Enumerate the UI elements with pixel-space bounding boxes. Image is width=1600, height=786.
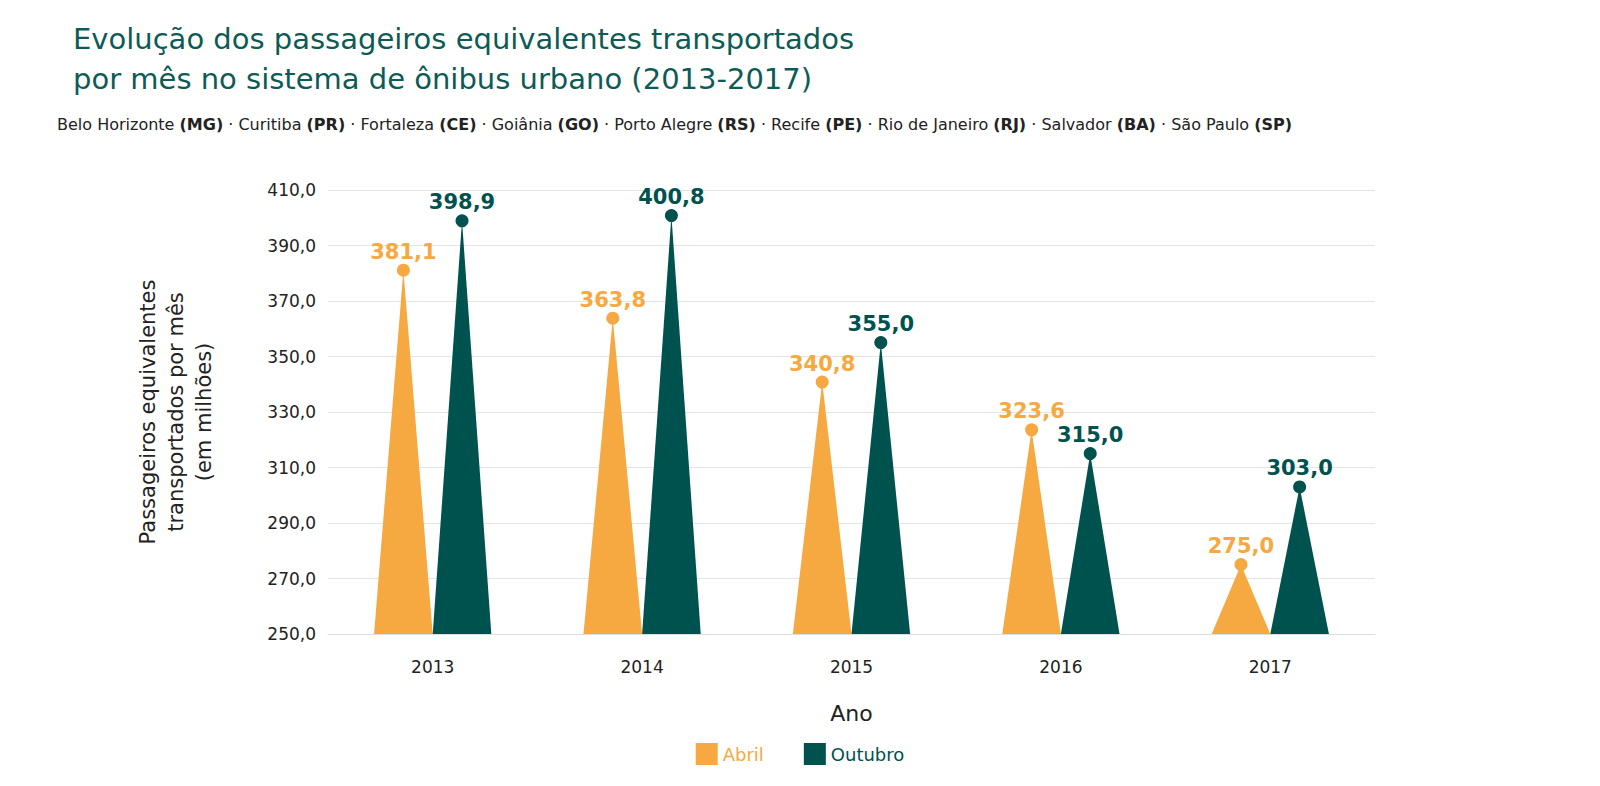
svg-text:Passageiros equivalentes: Passageiros equivalentes xyxy=(136,280,160,545)
svg-text:(SP): (SP) xyxy=(1254,115,1292,134)
svg-text:· São Paulo: · São Paulo xyxy=(1156,115,1254,134)
svg-text:Evolução dos passageiros equiv: Evolução dos passageiros equivalentes tr… xyxy=(73,22,854,56)
svg-text:(BA): (BA) xyxy=(1117,115,1156,134)
svg-text:· Porto Alegre: · Porto Alegre xyxy=(599,115,717,134)
svg-text:· Rio de Janeiro: · Rio de Janeiro xyxy=(862,115,993,134)
svg-text:2013: 2013 xyxy=(411,657,454,677)
svg-text:· Fortaleza: · Fortaleza xyxy=(345,115,439,134)
svg-text:· Salvador: · Salvador xyxy=(1026,115,1117,134)
svg-text:(RJ): (RJ) xyxy=(993,115,1026,134)
svg-text:(em milhões): (em milhões) xyxy=(192,343,216,482)
svg-text:· Goiânia: · Goiânia xyxy=(476,115,557,134)
svg-text:2015: 2015 xyxy=(830,657,873,677)
svg-text:410,0: 410,0 xyxy=(267,180,316,200)
svg-text:por mês no sistema de ônibus u: por mês no sistema de ônibus urbano (201… xyxy=(73,62,812,96)
svg-text:(CE): (CE) xyxy=(439,115,476,134)
svg-text:350,0: 350,0 xyxy=(267,347,316,367)
svg-text:303,0: 303,0 xyxy=(1266,456,1332,480)
svg-text:363,8: 363,8 xyxy=(580,288,646,312)
svg-text:323,6: 323,6 xyxy=(998,399,1064,423)
svg-text:(PR): (PR) xyxy=(307,115,346,134)
svg-text:370,0: 370,0 xyxy=(267,291,316,311)
svg-text:2016: 2016 xyxy=(1039,657,1082,677)
svg-text:Belo Horizonte: Belo Horizonte xyxy=(57,115,180,134)
svg-text:Abril: Abril xyxy=(723,744,764,765)
svg-text:· Recife: · Recife xyxy=(756,115,825,134)
svg-text:Outubro: Outubro xyxy=(831,744,905,765)
svg-text:290,0: 290,0 xyxy=(267,513,316,533)
svg-text:400,8: 400,8 xyxy=(638,185,704,209)
svg-text:· Curitiba: · Curitiba xyxy=(223,115,306,134)
svg-text:275,0: 275,0 xyxy=(1208,534,1274,558)
svg-text:2017: 2017 xyxy=(1249,657,1292,677)
svg-text:270,0: 270,0 xyxy=(267,569,316,589)
svg-text:transportados por mês: transportados por mês xyxy=(164,292,188,532)
svg-text:355,0: 355,0 xyxy=(848,312,914,336)
svg-text:(GO): (GO) xyxy=(558,115,599,134)
svg-text:340,8: 340,8 xyxy=(789,352,855,376)
svg-text:330,0: 330,0 xyxy=(267,402,316,422)
svg-text:(PE): (PE) xyxy=(825,115,862,134)
svg-text:Ano: Ano xyxy=(830,701,872,726)
svg-text:250,0: 250,0 xyxy=(267,624,316,644)
svg-text:381,1: 381,1 xyxy=(370,240,436,264)
svg-text:(MG): (MG) xyxy=(180,115,224,134)
svg-text:315,0: 315,0 xyxy=(1057,423,1123,447)
svg-text:310,0: 310,0 xyxy=(267,458,316,478)
svg-text:390,0: 390,0 xyxy=(267,236,316,256)
svg-text:398,9: 398,9 xyxy=(429,190,495,214)
svg-text:(RS): (RS) xyxy=(717,115,755,134)
svg-text:2014: 2014 xyxy=(620,657,663,677)
